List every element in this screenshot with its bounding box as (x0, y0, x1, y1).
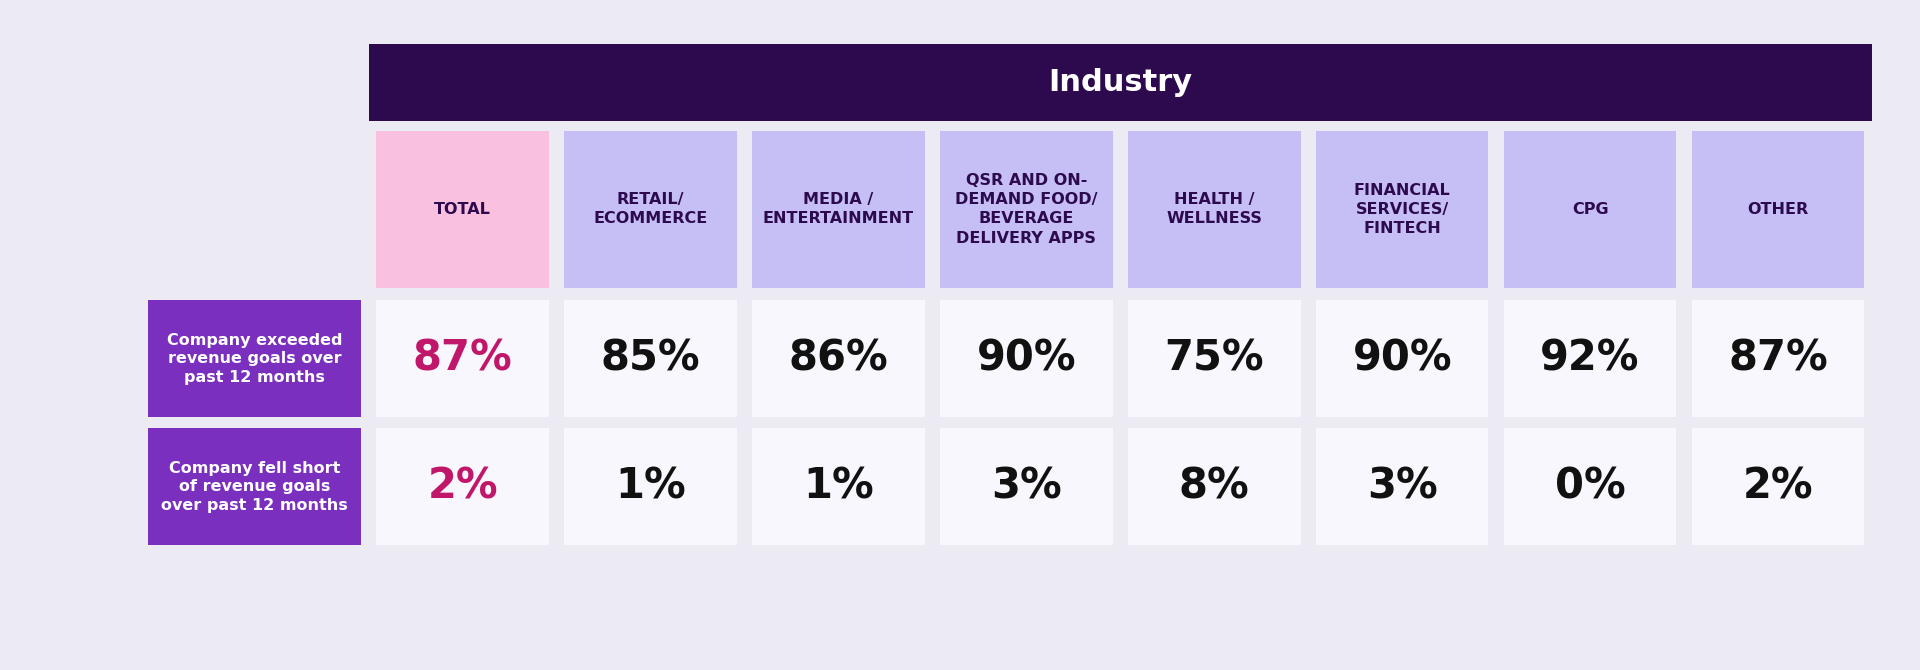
Text: OTHER: OTHER (1747, 202, 1809, 217)
FancyBboxPatch shape (1315, 300, 1488, 417)
FancyBboxPatch shape (148, 300, 361, 417)
FancyBboxPatch shape (1692, 300, 1864, 417)
FancyBboxPatch shape (369, 44, 1872, 121)
Text: HEALTH /
WELLNESS: HEALTH / WELLNESS (1165, 192, 1261, 226)
Text: 2%: 2% (428, 466, 497, 508)
FancyBboxPatch shape (376, 428, 549, 545)
FancyBboxPatch shape (1503, 131, 1676, 288)
FancyBboxPatch shape (564, 300, 737, 417)
FancyBboxPatch shape (564, 428, 737, 545)
Text: 75%: 75% (1164, 338, 1263, 380)
Text: 3%: 3% (991, 466, 1062, 508)
FancyBboxPatch shape (941, 428, 1114, 545)
Text: 1%: 1% (614, 466, 685, 508)
Text: 8%: 8% (1179, 466, 1250, 508)
Text: 2%: 2% (1743, 466, 1812, 508)
Text: 90%: 90% (977, 338, 1077, 380)
FancyBboxPatch shape (753, 300, 925, 417)
Text: CPG: CPG (1572, 202, 1609, 217)
Text: 90%: 90% (1352, 338, 1452, 380)
FancyBboxPatch shape (1503, 300, 1676, 417)
FancyBboxPatch shape (753, 131, 925, 288)
Text: RETAIL/
ECOMMERCE: RETAIL/ ECOMMERCE (593, 192, 708, 226)
Text: 86%: 86% (789, 338, 889, 380)
Text: 1%: 1% (803, 466, 874, 508)
Text: Company exceeded
revenue goals over
past 12 months: Company exceeded revenue goals over past… (167, 333, 342, 385)
FancyBboxPatch shape (1692, 131, 1864, 288)
FancyBboxPatch shape (376, 300, 549, 417)
Text: 87%: 87% (1728, 338, 1828, 380)
FancyBboxPatch shape (941, 131, 1114, 288)
Text: 0%: 0% (1555, 466, 1626, 508)
FancyBboxPatch shape (1129, 428, 1300, 545)
FancyBboxPatch shape (564, 131, 737, 288)
FancyBboxPatch shape (753, 428, 925, 545)
FancyBboxPatch shape (1315, 428, 1488, 545)
Text: 85%: 85% (601, 338, 701, 380)
Text: MEDIA /
ENTERTAINMENT: MEDIA / ENTERTAINMENT (762, 192, 914, 226)
Text: FINANCIAL
SERVICES/
FINTECH: FINANCIAL SERVICES/ FINTECH (1354, 183, 1452, 236)
Text: Industry: Industry (1048, 68, 1192, 96)
FancyBboxPatch shape (1315, 131, 1488, 288)
FancyBboxPatch shape (1503, 428, 1676, 545)
Text: Company fell short
of revenue goals
over past 12 months: Company fell short of revenue goals over… (161, 461, 348, 513)
Text: 87%: 87% (413, 338, 513, 380)
FancyBboxPatch shape (941, 300, 1114, 417)
Text: 92%: 92% (1540, 338, 1640, 380)
Text: QSR AND ON-
DEMAND FOOD/
BEVERAGE
DELIVERY APPS: QSR AND ON- DEMAND FOOD/ BEVERAGE DELIVE… (954, 173, 1098, 246)
FancyBboxPatch shape (1129, 131, 1300, 288)
Text: TOTAL: TOTAL (434, 202, 492, 217)
FancyBboxPatch shape (148, 428, 361, 545)
FancyBboxPatch shape (1692, 428, 1864, 545)
Text: 3%: 3% (1367, 466, 1438, 508)
FancyBboxPatch shape (1129, 300, 1300, 417)
FancyBboxPatch shape (376, 131, 549, 288)
